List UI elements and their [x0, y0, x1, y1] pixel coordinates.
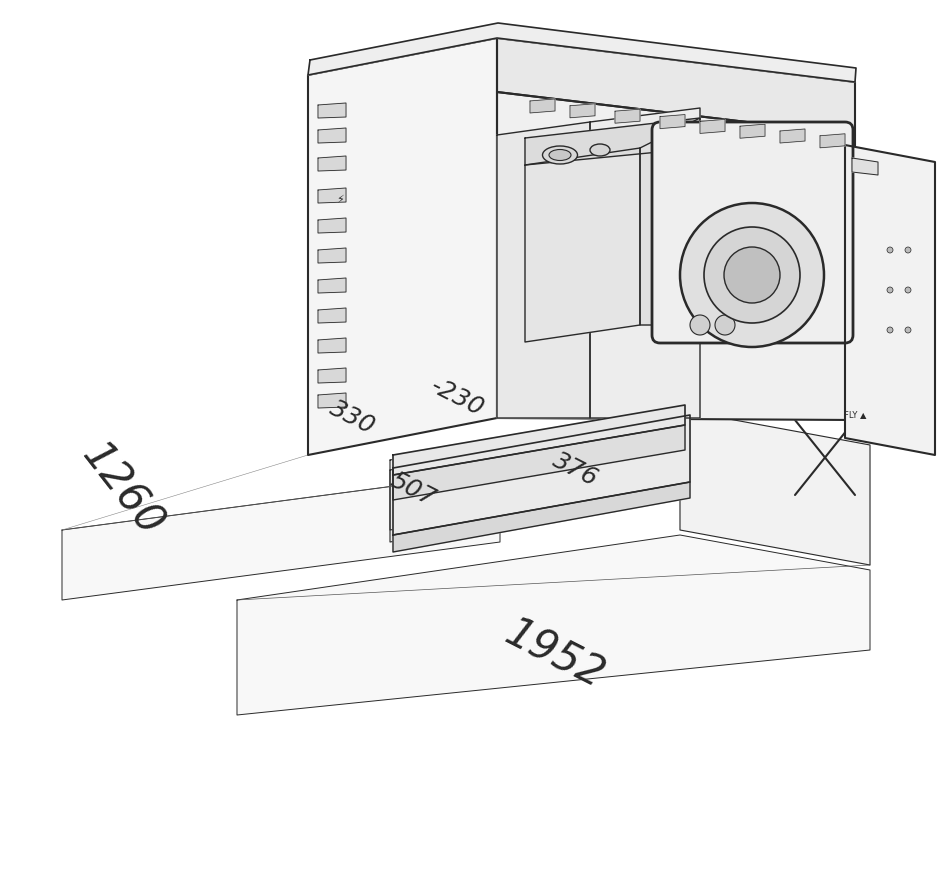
Polygon shape — [318, 248, 346, 263]
Text: 330: 330 — [325, 396, 379, 440]
Ellipse shape — [590, 144, 610, 156]
Polygon shape — [318, 278, 346, 293]
FancyBboxPatch shape — [652, 122, 853, 343]
Polygon shape — [590, 108, 700, 418]
Polygon shape — [390, 418, 685, 542]
Circle shape — [905, 327, 911, 333]
Polygon shape — [390, 410, 680, 530]
Polygon shape — [308, 38, 497, 455]
Polygon shape — [530, 99, 555, 113]
Circle shape — [905, 287, 911, 293]
Ellipse shape — [549, 149, 571, 161]
Polygon shape — [318, 338, 346, 353]
Circle shape — [704, 227, 800, 323]
Polygon shape — [525, 148, 640, 342]
Polygon shape — [393, 482, 690, 552]
Polygon shape — [393, 415, 690, 535]
Polygon shape — [318, 308, 346, 323]
Polygon shape — [740, 125, 765, 138]
Polygon shape — [780, 129, 805, 143]
Polygon shape — [318, 156, 346, 171]
Circle shape — [724, 247, 780, 303]
Polygon shape — [393, 425, 685, 500]
Polygon shape — [318, 393, 346, 408]
Polygon shape — [525, 118, 700, 165]
Text: 507: 507 — [386, 469, 440, 511]
Polygon shape — [570, 104, 595, 117]
Circle shape — [715, 315, 735, 335]
Circle shape — [887, 287, 893, 293]
Circle shape — [887, 247, 893, 253]
Polygon shape — [497, 92, 855, 420]
Text: 1952: 1952 — [498, 612, 612, 698]
Text: FLY ▲: FLY ▲ — [844, 411, 867, 419]
Polygon shape — [318, 128, 346, 143]
Polygon shape — [318, 188, 346, 203]
Ellipse shape — [542, 146, 577, 164]
Polygon shape — [237, 535, 870, 715]
Polygon shape — [845, 145, 935, 455]
Circle shape — [905, 247, 911, 253]
Polygon shape — [852, 158, 878, 175]
Polygon shape — [820, 134, 845, 147]
Polygon shape — [615, 109, 640, 123]
Polygon shape — [393, 405, 685, 475]
Text: -230: -230 — [427, 374, 488, 421]
Text: 376: 376 — [548, 449, 602, 492]
Circle shape — [690, 315, 710, 335]
Circle shape — [680, 203, 824, 347]
Polygon shape — [497, 122, 590, 418]
Polygon shape — [318, 103, 346, 118]
Polygon shape — [497, 38, 855, 135]
Polygon shape — [318, 218, 346, 233]
Polygon shape — [318, 368, 346, 383]
Polygon shape — [660, 115, 685, 129]
Polygon shape — [700, 119, 725, 133]
Circle shape — [887, 327, 893, 333]
Text: ⚡: ⚡ — [337, 195, 344, 205]
Polygon shape — [308, 23, 856, 82]
Polygon shape — [640, 118, 700, 325]
Polygon shape — [62, 472, 500, 600]
Polygon shape — [680, 410, 870, 565]
Text: 1260: 1260 — [72, 435, 171, 545]
